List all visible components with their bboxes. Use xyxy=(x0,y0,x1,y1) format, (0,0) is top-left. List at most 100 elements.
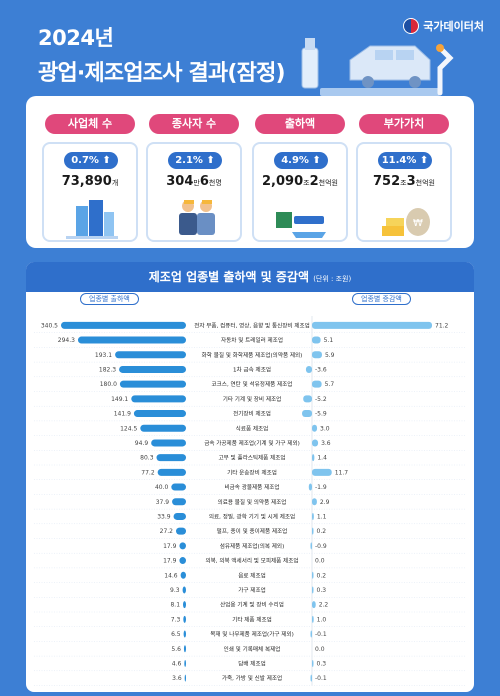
growth-value-label: 5.9 xyxy=(325,352,335,359)
stat-value-main: 752 xyxy=(373,174,401,189)
shipment-bar xyxy=(115,351,186,359)
stat-label: 종사자 수 xyxy=(149,114,239,134)
chart-title-text: 제조업 업종별 출하액 및 증감액 xyxy=(148,270,309,284)
growth-value-label: 3.0 xyxy=(320,425,330,432)
growth-bar xyxy=(310,630,312,638)
shipment-value-label: 9.3 xyxy=(170,587,180,594)
category-label: 목재 및 나무제품 제조업(가구 제외) xyxy=(210,630,294,638)
stat-value-rest: 2 xyxy=(309,174,319,189)
growth-bar xyxy=(302,410,312,418)
growth-bar xyxy=(305,365,312,373)
category-label: 금속 가공제품 제조업(기계 및 가구 제외) xyxy=(204,439,300,447)
shipment-bar xyxy=(183,615,186,623)
shipment-value-label: 27.2 xyxy=(160,528,174,535)
up-arrow-icon: ⬆ xyxy=(312,155,321,166)
stat-card: 사업체 수 0.7% ⬆ 73,890개 xyxy=(42,112,138,242)
growth-value-label: 3.6 xyxy=(321,440,331,447)
stat-value-unit: 만 xyxy=(193,179,200,187)
shipment-value-label: 149.1 xyxy=(111,396,128,403)
growth-bar xyxy=(312,424,318,432)
chart-title: 제조업 업종별 출하액 및 증감액 (단위 : 조원) xyxy=(26,262,474,292)
shipment-value-label: 7.3 xyxy=(171,616,181,623)
shipment-value-label: 124.5 xyxy=(120,425,137,432)
stat-card: 종사자 수 2.1% ⬆ 304만6천명 xyxy=(146,112,242,242)
shipment-bar xyxy=(61,321,186,329)
shipment-value-label: 14.6 xyxy=(164,572,178,579)
shipment-bar xyxy=(133,410,186,418)
growth-value-label: -0.9 xyxy=(315,543,327,550)
shipment-value-label: 17.9 xyxy=(163,543,177,550)
growth-bar xyxy=(312,498,317,506)
shipment-bar xyxy=(184,674,186,682)
shipment-value-label: 40.0 xyxy=(155,484,169,491)
stat-label: 출하액 xyxy=(255,114,345,134)
shipment-bar xyxy=(171,483,186,491)
up-arrow-icon: ⬆ xyxy=(419,155,429,166)
shipment-value-label: 94.9 xyxy=(135,440,149,447)
growth-value-label: -0.1 xyxy=(315,631,327,638)
report-year: 2024년 xyxy=(38,26,114,50)
shipment-bar xyxy=(131,395,186,403)
shipment-bar xyxy=(140,424,186,432)
category-label: 담배 제조업 xyxy=(238,659,266,667)
growth-value-label: 0.2 xyxy=(317,528,327,535)
brand: 국가데이터처 xyxy=(403,18,484,34)
category-label: 의료용 물질 및 의약품 제조업 xyxy=(218,498,287,506)
growth-bar xyxy=(312,439,319,447)
growth-bar xyxy=(303,395,312,403)
shipment-bar xyxy=(172,498,186,506)
growth-value-label: -5.9 xyxy=(315,411,327,418)
category-label: 가죽, 가방 및 신발 제조업 xyxy=(222,674,282,682)
growth-value-label: 0.0 xyxy=(315,558,325,565)
category-label: 코크스, 연탄 및 석유정제품 제조업 xyxy=(212,380,293,388)
growth-bar xyxy=(312,615,314,623)
category-label: 고무 및 플라스틱제품 제조업 xyxy=(218,454,285,462)
category-label: 의료, 정밀, 광학 기기 및 시계 제조업 xyxy=(209,512,295,520)
stat-card: 부가가치 11.4% ⬆ 752조3천억원 ₩ xyxy=(356,112,452,242)
shipment-value-label: 340.5 xyxy=(41,322,58,329)
shipment-bar xyxy=(183,645,186,653)
growth-bar xyxy=(312,571,314,579)
factory-robot-illustration-icon xyxy=(301,38,454,96)
growth-value-label: 0.3 xyxy=(317,660,327,667)
growth-value-label: 0.0 xyxy=(315,646,325,653)
stat-value-unit: 개 xyxy=(111,179,119,187)
growth-value-label: 71.2 xyxy=(435,322,449,329)
stat-value: 752조3천억원 xyxy=(358,174,450,189)
svg-text:₩: ₩ xyxy=(413,218,423,229)
shipment-value-label: 4.6 xyxy=(172,660,182,667)
stat-value-main: 73,890 xyxy=(61,174,112,189)
growth-value-label: 1.1 xyxy=(317,513,327,520)
growth-value-label: 0.3 xyxy=(317,587,327,594)
stat-value-rest: 6 xyxy=(199,174,209,189)
growth-value-label: -1.9 xyxy=(315,484,327,491)
category-label: 산업용 기계 및 장비 수리업 xyxy=(220,601,284,609)
stat-label: 사업체 수 xyxy=(45,114,135,134)
shipment-bar xyxy=(179,542,186,550)
growth-bar xyxy=(310,542,312,550)
stat-card: 출하액 4.9% ⬆ 2,090조2천억원 xyxy=(252,112,348,242)
growth-bar xyxy=(312,321,432,329)
growth-value-label: 1.4 xyxy=(317,455,327,462)
stat-illustration-icon xyxy=(276,212,326,238)
growth-bar xyxy=(312,659,314,667)
growth-value-label: 11.7 xyxy=(335,469,349,476)
stat-value-unit: 조 xyxy=(303,179,310,187)
category-label: 비금속 광물제품 제조업 xyxy=(224,483,279,491)
growth-bar xyxy=(310,674,312,682)
legend-growth: 업종별 증감액 xyxy=(352,293,411,305)
category-label: 화학 물질 및 화학제품 제조업(의약품 제외) xyxy=(202,351,303,359)
category-label: 펄프, 종이 및 종이제품 제조업 xyxy=(217,527,288,535)
stat-value-unit: 조 xyxy=(400,179,407,187)
growth-value-label: -0.1 xyxy=(315,675,327,682)
stat-illustration-icon: ₩ xyxy=(382,208,430,236)
stat-change-badge: 4.9% ⬆ xyxy=(274,152,328,169)
growth-bar xyxy=(312,586,314,594)
growth-value-label: 1.0 xyxy=(317,616,327,623)
shipment-value-label: 77.2 xyxy=(141,469,155,476)
shipment-bar xyxy=(156,454,186,462)
shipment-value-label: 193.1 xyxy=(95,352,112,359)
growth-bar xyxy=(312,351,322,359)
shipment-value-label: 294.3 xyxy=(58,337,75,344)
shipment-bar xyxy=(182,586,186,594)
